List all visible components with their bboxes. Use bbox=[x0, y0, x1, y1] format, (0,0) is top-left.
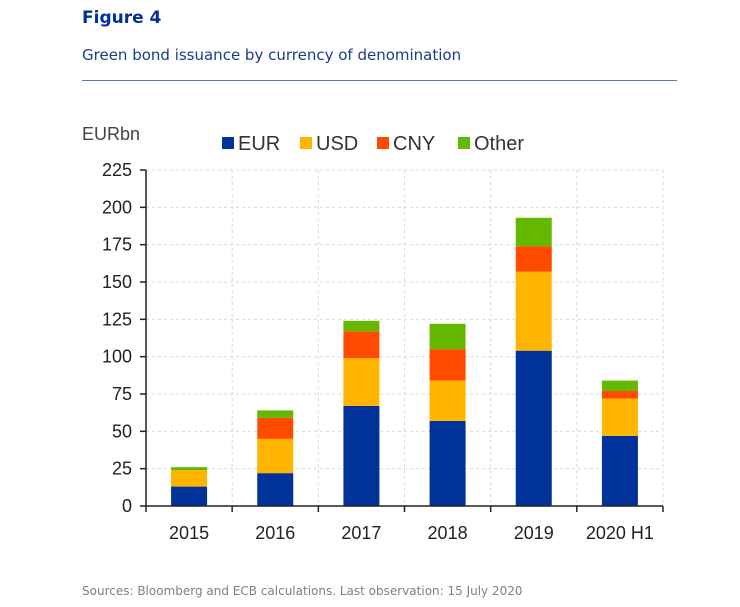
axes bbox=[140, 169, 664, 512]
figure-label: Figure 4 bbox=[82, 8, 162, 28]
bars bbox=[171, 217, 638, 506]
source-note: Sources: Bloomberg and ECB calculations.… bbox=[82, 584, 523, 598]
bar-eur-2017 bbox=[343, 405, 380, 506]
y-tick-label: 175 bbox=[102, 235, 132, 255]
y-tick-label: 150 bbox=[102, 272, 132, 292]
bar-usd-2017 bbox=[343, 358, 380, 406]
y-tick-label: 25 bbox=[112, 459, 132, 479]
bar-eur-2016 bbox=[257, 473, 294, 506]
x-tick-label: 2019 bbox=[514, 523, 554, 543]
stacked-bar-chart: EURbn EUR USD CNY Other 0 25 50 75 100 125 150 175… bbox=[82, 124, 664, 543]
bar-cny-2020-h1 bbox=[601, 391, 638, 399]
bar-other-2015 bbox=[171, 467, 208, 471]
bar-usd-2020-h1 bbox=[601, 398, 638, 436]
bar-usd-2015 bbox=[171, 470, 208, 487]
title-divider bbox=[82, 80, 677, 81]
figure-title: Green bond issuance by currency of denom… bbox=[82, 46, 462, 64]
legend-label-cny: CNY bbox=[393, 133, 435, 155]
y-tick-label: 100 bbox=[102, 347, 132, 367]
bar-other-2018 bbox=[429, 323, 466, 350]
bar-other-2017 bbox=[343, 320, 380, 332]
y-tick-label: 0 bbox=[122, 496, 132, 516]
bar-usd-2016 bbox=[257, 438, 294, 474]
y-tick-label: 200 bbox=[102, 197, 132, 217]
bar-eur-2015 bbox=[171, 486, 208, 506]
legend-swatch-eur bbox=[222, 137, 234, 149]
y-tick-label: 225 bbox=[102, 160, 132, 180]
x-tick-label: 2016 bbox=[255, 523, 295, 543]
legend-label-other: Other bbox=[474, 133, 524, 155]
x-tick-label: 2018 bbox=[428, 523, 468, 543]
x-tick-label: 2017 bbox=[341, 523, 381, 543]
bar-eur-2018 bbox=[429, 420, 466, 506]
bar-usd-2018 bbox=[429, 380, 466, 421]
legend: EUR USD CNY Other bbox=[222, 133, 524, 155]
gridlines bbox=[146, 169, 664, 507]
bar-cny-2019 bbox=[515, 246, 552, 272]
bar-other-2016 bbox=[257, 410, 294, 418]
legend-swatch-usd bbox=[300, 137, 312, 149]
bar-other-2019 bbox=[515, 217, 552, 247]
y-tick-label: 125 bbox=[102, 309, 132, 329]
x-tick-label: 2020 H1 bbox=[586, 523, 654, 543]
x-tick-label: 2015 bbox=[169, 523, 209, 543]
bar-cny-2016 bbox=[257, 417, 294, 439]
legend-swatch-other bbox=[458, 137, 470, 149]
bar-other-2020-h1 bbox=[601, 380, 638, 392]
y-tick-labels: 0 25 50 75 100 125 150 175 200 225 bbox=[102, 160, 132, 516]
legend-label-usd: USD bbox=[316, 133, 358, 155]
bar-eur-2019 bbox=[515, 350, 552, 506]
bar-usd-2019 bbox=[515, 271, 552, 351]
bar-eur-2020-h1 bbox=[601, 435, 638, 506]
y-tick-label: 50 bbox=[112, 421, 132, 441]
y-unit-label: EURbn bbox=[82, 124, 140, 144]
bar-cny-2017 bbox=[343, 331, 380, 359]
x-tick-labels: 2015 2016 2017 2018 2019 2020 H1 bbox=[169, 523, 654, 543]
legend-label-eur: EUR bbox=[238, 133, 280, 155]
legend-swatch-cny bbox=[377, 137, 389, 149]
bar-cny-2018 bbox=[429, 349, 466, 381]
y-tick-label: 75 bbox=[112, 384, 132, 404]
